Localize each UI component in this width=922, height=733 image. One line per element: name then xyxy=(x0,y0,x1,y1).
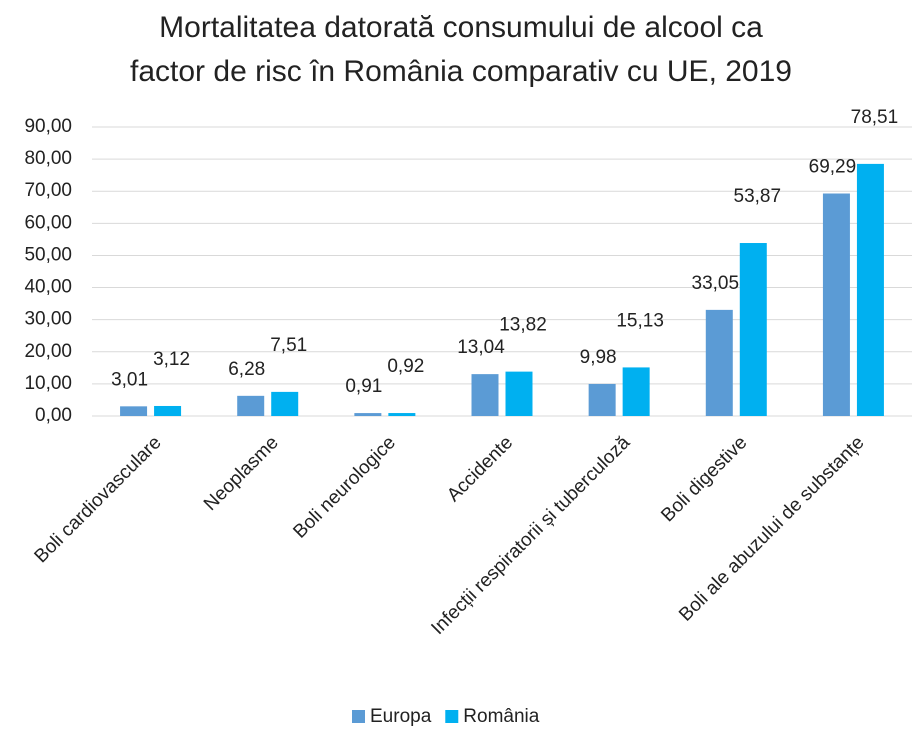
x-tick-label: Accidente xyxy=(443,432,517,506)
bar xyxy=(237,395,265,416)
chart-title: Mortalitatea datorată consumului de alco… xyxy=(130,11,792,88)
x-tick-label: Boli ale abuzului de substanțe xyxy=(675,432,868,625)
y-tick-label: 0,00 xyxy=(35,405,72,426)
data-label: 53,87 xyxy=(734,186,782,207)
bar xyxy=(739,243,767,416)
data-label: 69,29 xyxy=(809,157,857,178)
y-tick-label: 90,00 xyxy=(24,116,72,137)
bar xyxy=(822,193,850,416)
bar xyxy=(471,374,499,416)
data-label: 15,13 xyxy=(616,310,664,331)
legend-label: România xyxy=(463,706,539,727)
bar xyxy=(705,309,733,416)
data-label: 78,51 xyxy=(851,107,899,128)
bar xyxy=(856,163,884,416)
x-tick-label: Boli cardiovasculare xyxy=(31,432,166,567)
bar xyxy=(505,371,533,416)
bar xyxy=(154,405,182,416)
x-tick-label: Boli digestive xyxy=(657,432,751,526)
legend-label: Europa xyxy=(370,706,432,727)
bar xyxy=(354,413,382,416)
x-tick-label: Infecții respiratorii și tuberculoză xyxy=(427,432,634,639)
legend-swatch xyxy=(352,710,365,723)
y-tick-label: 80,00 xyxy=(24,148,72,169)
y-tick-label: 70,00 xyxy=(24,180,72,201)
bar xyxy=(271,391,299,416)
y-tick-label: 20,00 xyxy=(24,341,72,362)
y-tick-label: 10,00 xyxy=(24,373,72,394)
bar xyxy=(388,413,416,416)
data-label: 9,98 xyxy=(580,347,617,368)
x-tick-label: Boli neurologice xyxy=(289,432,399,542)
data-label: 13,82 xyxy=(499,315,547,336)
bar xyxy=(622,367,650,416)
x-tick-label: Neoplasme xyxy=(200,432,283,515)
data-label: 3,12 xyxy=(153,349,190,370)
data-label: 0,91 xyxy=(345,376,382,397)
legend-swatch xyxy=(445,710,459,723)
data-label: 33,05 xyxy=(692,273,740,294)
data-label: 6,28 xyxy=(228,359,265,380)
y-tick-label: 60,00 xyxy=(24,212,72,233)
data-label: 3,01 xyxy=(111,369,148,390)
bar xyxy=(588,383,616,416)
bar xyxy=(120,406,148,416)
data-label: 7,51 xyxy=(270,335,307,356)
y-tick-label: 40,00 xyxy=(24,277,72,298)
y-tick-label: 30,00 xyxy=(24,309,72,330)
y-tick-label: 50,00 xyxy=(24,244,72,265)
data-label: 0,92 xyxy=(387,356,424,377)
data-label: 13,04 xyxy=(457,337,505,358)
